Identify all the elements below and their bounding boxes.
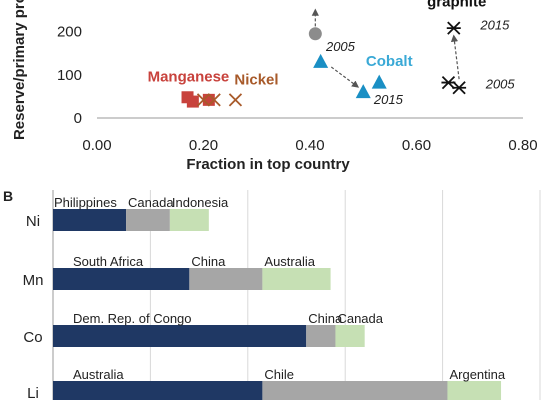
bar-segment — [189, 268, 263, 290]
bar-segment — [126, 209, 170, 231]
bar-segment — [53, 268, 190, 290]
year-label: 2005 — [325, 39, 356, 54]
bar-segment — [53, 325, 307, 347]
y-tick-label: 100 — [57, 67, 82, 84]
year-label: 2015 — [373, 92, 404, 107]
country-label: Chile — [264, 367, 294, 382]
nickel-point — [228, 93, 243, 107]
category-label: Co — [23, 329, 42, 346]
country-label: Canada — [128, 195, 174, 210]
series-label: graphite — [427, 0, 486, 11]
x-tick-label: 0.00 — [82, 137, 111, 154]
category-label: Ni — [26, 213, 40, 230]
y-tick-label: 200 — [57, 24, 82, 41]
country-label: Philippines — [54, 195, 117, 210]
y-axis-label: Reserve/primary production — [11, 0, 28, 140]
graphite-point — [446, 21, 461, 35]
bar-segment — [306, 325, 336, 347]
country-label: Dem. Rep. of Congo — [73, 311, 192, 326]
country-label: Indonesia — [172, 195, 229, 210]
country-label: China — [308, 311, 343, 326]
country-label: Australia — [264, 254, 315, 269]
panel-label: B — [3, 188, 13, 204]
x-tick-label: 0.20 — [189, 137, 218, 154]
bar-gridlines — [52, 190, 541, 400]
cobalt-point — [355, 84, 371, 99]
nickel-point — [196, 93, 211, 107]
y-tick-label: 0 — [74, 110, 82, 127]
country-label: South Africa — [73, 254, 144, 269]
nickel-point — [207, 93, 221, 107]
scatter-panel: 0.00 0.20 0.40 0.60 0.80 0 100 200 2005 2015 2015… — [11, 0, 538, 173]
manganese-point — [186, 95, 199, 108]
country-label: Canada — [337, 311, 383, 326]
bar-segment — [447, 381, 502, 400]
grey-point — [308, 27, 322, 41]
country-label: Argentina — [449, 367, 505, 382]
series-label: Cobalt — [366, 53, 413, 70]
scatter-gridlines: 0.00 0.20 0.40 0.60 0.80 0 100 200 — [57, 24, 538, 154]
cobalt-point — [313, 53, 329, 68]
x-tick-label: 0.80 — [508, 137, 537, 154]
x-tick-label: 0.60 — [402, 137, 431, 154]
year-label: 2005 — [485, 77, 516, 92]
country-label: Australia — [73, 367, 124, 382]
bar-segment — [53, 209, 127, 231]
category-label: Li — [27, 385, 39, 400]
country-label: China — [191, 254, 226, 269]
bar-segment — [335, 325, 365, 347]
series-label: Manganese — [148, 68, 230, 85]
bar-segment — [169, 209, 209, 231]
bar-segment — [262, 268, 331, 290]
trend-arrow — [450, 34, 460, 80]
x-axis-label: Fraction in top country — [186, 156, 350, 173]
bar-segment — [262, 381, 448, 400]
scatter-plot-area: 2005 2015 2015 2005 Manganese Nickel Cobalt gra… — [148, 0, 516, 108]
series-label: Nickel — [234, 71, 278, 88]
trend-arrow — [330, 66, 360, 88]
graphite-point — [452, 81, 467, 95]
cobalt-point — [371, 74, 387, 89]
year-label: 2015 — [479, 17, 510, 32]
x-tick-label: 0.40 — [295, 137, 324, 154]
category-label: Mn — [23, 272, 44, 289]
bar-segment — [53, 381, 263, 400]
